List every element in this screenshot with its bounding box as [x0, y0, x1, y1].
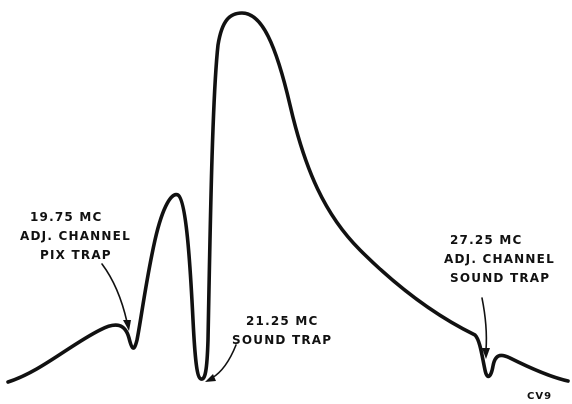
pix-trap-arrowhead: [123, 320, 131, 331]
adj-sound-trap-frequency: 27.25 MC: [450, 233, 522, 247]
sound-trap-arrow: [211, 344, 237, 379]
sound-trap-label: 21.25 MC SOUND TRAP: [232, 314, 332, 347]
sound-trap-frequency: 21.25 MC: [246, 314, 318, 328]
figure-code: CV9: [527, 391, 552, 402]
pix-trap-name: PIX TRAP: [40, 248, 112, 262]
adj-sound-trap-name: SOUND TRAP: [450, 271, 550, 285]
adj-sound-trap-label: 27.25 MC ADJ. CHANNEL SOUND TRAP: [444, 233, 555, 285]
pix-trap-channel: ADJ. CHANNEL: [20, 229, 131, 243]
sound-trap-arrowhead: [205, 374, 216, 382]
adj-sound-trap-arrowhead: [482, 348, 490, 359]
adj-sound-trap-channel: ADJ. CHANNEL: [444, 252, 555, 266]
pix-trap-label: 19.75 MC ADJ. CHANNEL PIX TRAP: [20, 210, 131, 262]
pix-trap-arrow: [101, 263, 128, 323]
sound-trap-name: SOUND TRAP: [232, 333, 332, 347]
pix-trap-frequency: 19.75 MC: [30, 210, 102, 224]
response-curve: [6, 11, 570, 384]
adj-sound-trap-arrow: [481, 297, 488, 351]
